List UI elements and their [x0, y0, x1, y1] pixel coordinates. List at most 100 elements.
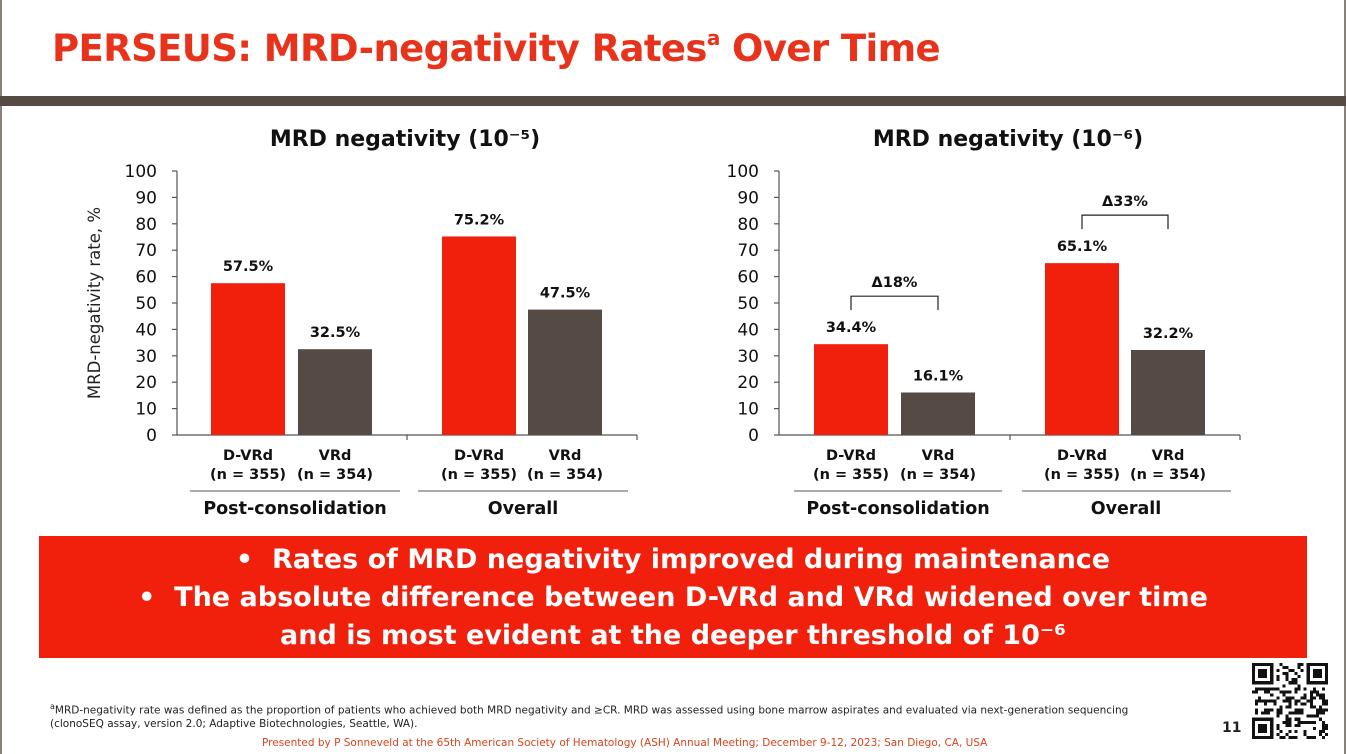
chart-1-y-tick-label: 50	[135, 294, 157, 314]
chart-1-category-n-label: (n = 355)	[210, 467, 286, 483]
qr-module	[1306, 714, 1310, 718]
qr-module	[1312, 720, 1316, 724]
qr-module	[1276, 675, 1280, 679]
qr-module	[1294, 681, 1298, 685]
qr-module	[1324, 726, 1328, 730]
bullet-2-line-1: The absolute difference between D-VRd an…	[174, 582, 1208, 613]
chart-2-y-tick-label: 0	[748, 426, 759, 446]
chart-1-group-label: Overall	[488, 499, 559, 519]
chart-2-bar	[901, 392, 975, 435]
charts-area: MRD negativity (10⁻⁵) MRD-negativity rate…	[85, 127, 1241, 519]
qr-module	[1309, 714, 1313, 718]
key-findings-callout: • Rates of MRD negativity improved durin…	[39, 536, 1307, 658]
qr-module	[1306, 735, 1310, 739]
qr-module	[1255, 711, 1259, 715]
qr-module	[1324, 702, 1328, 706]
chart-1-y-tick-label: 100	[125, 162, 157, 182]
qr-module	[1264, 687, 1268, 691]
chart-2-y-tick-label: 20	[737, 373, 759, 393]
qr-module	[1318, 711, 1322, 715]
qr-module	[1312, 726, 1316, 730]
qr-module	[1294, 702, 1298, 706]
qr-module	[1285, 720, 1289, 724]
qr-module	[1297, 717, 1301, 721]
qr-module	[1300, 663, 1304, 667]
qr-module	[1294, 690, 1298, 694]
qr-module	[1321, 699, 1325, 703]
qr-module	[1318, 729, 1322, 733]
qr-module	[1276, 711, 1280, 715]
bullet-1-text: Rates of MRD negativity improved during …	[271, 544, 1111, 575]
chart-2-y-tick-label: 30	[737, 347, 759, 367]
chart-1-category-arm-label: D-VRd	[223, 448, 273, 464]
qr-module	[1276, 696, 1280, 700]
qr-module	[1258, 687, 1262, 691]
qr-module	[1309, 720, 1313, 724]
qr-module	[1303, 693, 1307, 697]
chart-2-bar	[1131, 349, 1205, 435]
qr-module	[1264, 702, 1268, 706]
qr-module	[1288, 711, 1292, 715]
title-divider-bar	[0, 96, 1346, 106]
chart-1-bar	[528, 309, 602, 435]
chart-1-group-label: Post-consolidation	[203, 499, 386, 519]
qr-module	[1321, 723, 1325, 727]
qr-module	[1279, 711, 1283, 715]
chart-2-category-n-label: (n = 354)	[1130, 467, 1206, 483]
qr-module	[1324, 708, 1328, 712]
chart-1-title: MRD negativity (10⁻⁵)	[270, 127, 540, 152]
qr-module	[1297, 723, 1301, 727]
qr-module	[1267, 687, 1271, 691]
qr-module	[1294, 672, 1298, 676]
chart-2-data-label: 65.1%	[1057, 239, 1108, 255]
qr-module	[1318, 693, 1322, 697]
chart-1-y-axis-label: MRD-negativity rate, %	[85, 207, 104, 399]
qr-module	[1282, 672, 1286, 676]
qr-module	[1300, 669, 1304, 673]
qr-module	[1288, 720, 1292, 724]
chart-1-data-label: 75.2%	[454, 212, 505, 228]
qr-module	[1321, 708, 1325, 712]
qr-module	[1261, 699, 1265, 703]
qr-module	[1267, 711, 1271, 715]
chart-1-data-label: 47.5%	[540, 286, 591, 302]
chart-1-data-label: 32.5%	[310, 325, 361, 341]
qr-module	[1318, 717, 1322, 721]
qr-module	[1255, 687, 1259, 691]
chart-2-y-tick-label: 50	[737, 294, 759, 314]
qr-module	[1288, 702, 1292, 706]
qr-module	[1312, 669, 1322, 679]
title-superscript: a	[706, 26, 721, 50]
page-number: 11	[1222, 720, 1242, 736]
chart-2-y-tick-label: 40	[737, 320, 759, 340]
qr-module	[1297, 720, 1301, 724]
footnote-text: MRD-negativity rate was defined as the p…	[50, 704, 1129, 730]
qr-module	[1270, 699, 1274, 703]
qr-module	[1288, 696, 1292, 700]
qr-module	[1282, 690, 1286, 694]
qr-module	[1309, 696, 1313, 700]
qr-module	[1312, 705, 1316, 709]
qr-module	[1291, 696, 1295, 700]
chart-2-title: MRD negativity (10⁻⁶)	[873, 127, 1143, 152]
chart-2-data-label: 16.1%	[913, 368, 964, 384]
chart-2-y-tick-label: 100	[727, 162, 759, 182]
qr-module	[1321, 702, 1325, 706]
slide-right-border	[1344, 0, 1346, 754]
qr-module	[1309, 705, 1313, 709]
qr-module	[1294, 717, 1298, 721]
qr-module	[1279, 735, 1283, 739]
qr-module	[1270, 687, 1274, 691]
qr-module	[1273, 702, 1277, 706]
chart-1-bar	[442, 236, 516, 435]
qr-module	[1273, 699, 1277, 703]
chart-2-data-label: 34.4%	[826, 320, 877, 336]
qr-module	[1276, 687, 1280, 691]
qr-module	[1297, 684, 1301, 688]
qr-module	[1312, 696, 1316, 700]
chart-2-difference-label: Δ18%	[872, 275, 918, 291]
qr-module	[1285, 690, 1289, 694]
chart-1-y-tick-label: 10	[135, 400, 157, 420]
qr-module	[1297, 711, 1301, 715]
